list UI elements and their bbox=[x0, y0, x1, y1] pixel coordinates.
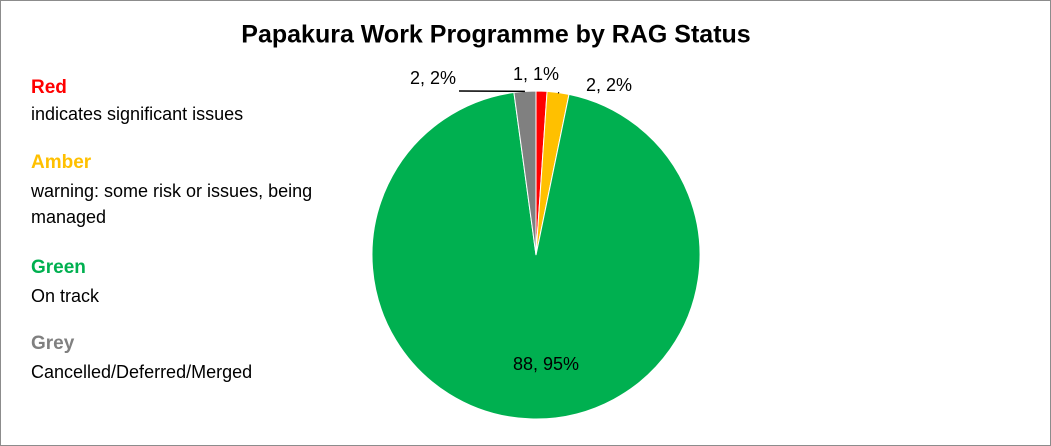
data-label: 88, 95% bbox=[513, 354, 579, 374]
chart-title: Papakura Work Programme by RAG Status bbox=[241, 21, 750, 49]
legend-description: warning: some risk or issues, being mana… bbox=[31, 181, 313, 227]
legend-name: Green bbox=[31, 257, 86, 278]
leader-line bbox=[557, 91, 560, 94]
legend-name: Amber bbox=[31, 152, 92, 173]
data-label: 2, 2% bbox=[410, 68, 456, 88]
pie-slice bbox=[371, 91, 701, 420]
legend-description: Cancelled/Deferred/Merged bbox=[31, 362, 253, 382]
legend-description: On track bbox=[31, 286, 100, 306]
data-label: 1, 1% bbox=[513, 64, 559, 84]
data-label: 2, 2% bbox=[586, 75, 632, 95]
legend-name: Red bbox=[31, 77, 67, 98]
legend-name: Grey bbox=[31, 333, 75, 354]
legend-description: indicates significant issues bbox=[31, 104, 244, 124]
